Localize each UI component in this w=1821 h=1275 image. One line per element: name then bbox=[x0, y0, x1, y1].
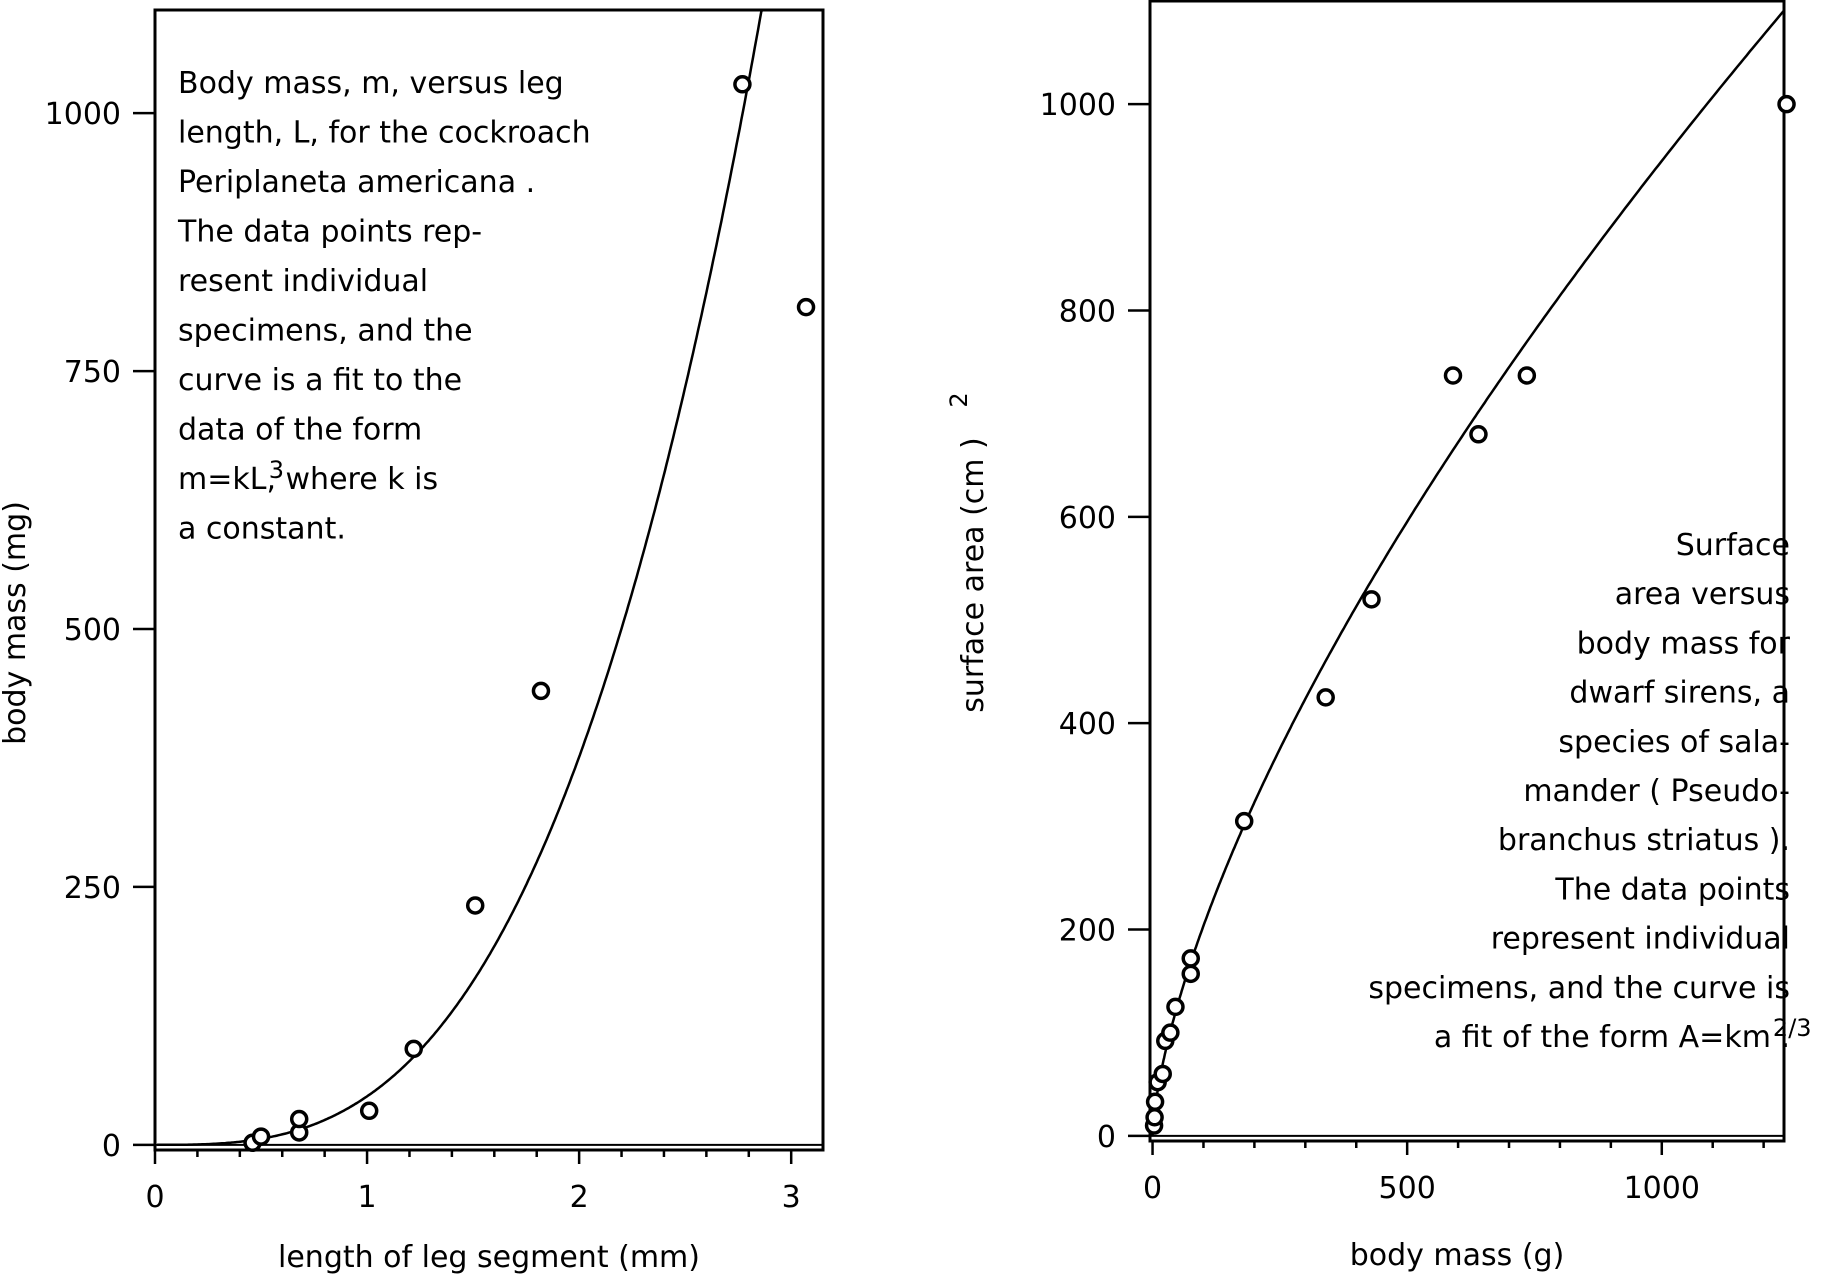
annotation-line: curve is a fit to the bbox=[178, 363, 462, 398]
annotation-line: The data points rep- bbox=[177, 215, 482, 250]
y-tick-label: 1000 bbox=[45, 97, 121, 132]
data-point bbox=[251, 1127, 271, 1146]
x-tick-label: 1 bbox=[358, 1180, 377, 1215]
data-point bbox=[1145, 1108, 1164, 1127]
leg-length-chart: 0 1 2 3 0 250 500 750 1000 length of leg segment… bbox=[0, 8, 825, 1275]
y-axis-label: body mass (mg) bbox=[0, 501, 33, 745]
annotation-line: data of the form bbox=[178, 413, 422, 448]
y-tick-label: 1000 bbox=[1040, 88, 1116, 123]
x-axis-label: body mass (g) bbox=[1350, 1238, 1565, 1273]
axis-ticks: 0 500 1000 0 200 400 600 800 1000 bbox=[1040, 88, 1784, 1206]
y-tick-label: 800 bbox=[1059, 295, 1116, 330]
x-tick-label: 0 bbox=[145, 1180, 164, 1215]
annotation-line: a fit of the form A=km . bbox=[1434, 1020, 1790, 1055]
data-points bbox=[1144, 94, 1796, 1135]
axis-ticks: 0 1 2 3 0 250 500 750 1000 bbox=[45, 97, 823, 1215]
fit-curve-layer bbox=[1151, 9, 1785, 1137]
annotation-line: m=kL, where k is bbox=[178, 462, 438, 497]
data-points bbox=[243, 75, 816, 1153]
annotation-line: mander ( Pseudo- bbox=[1523, 774, 1790, 809]
data-point bbox=[1161, 1023, 1180, 1042]
data-point bbox=[1166, 997, 1185, 1017]
x-tick-label: 500 bbox=[1379, 1171, 1436, 1206]
annotation-text: Surface area versus body mass for dwarf sir… bbox=[1368, 528, 1790, 1055]
data-point bbox=[1181, 949, 1200, 968]
y-tick-label: 600 bbox=[1059, 501, 1116, 536]
data-point bbox=[1517, 366, 1537, 385]
data-point bbox=[1362, 590, 1381, 609]
data-point bbox=[1145, 1092, 1165, 1112]
data-point bbox=[1316, 688, 1335, 707]
data-point bbox=[1777, 94, 1796, 114]
data-point bbox=[359, 1101, 379, 1121]
fit-curve bbox=[1151, 9, 1785, 1137]
y-tick-label: 0 bbox=[1097, 1120, 1116, 1155]
annotation-line: Periplaneta americana . bbox=[178, 165, 535, 200]
x-axis-label: length of leg segment (mm) bbox=[278, 1240, 700, 1275]
annotation-line: specimens, and the bbox=[178, 314, 473, 349]
annotation-line: Body mass, m, versus leg bbox=[178, 66, 564, 101]
annotation-line: branchus striatus ). bbox=[1498, 823, 1790, 858]
data-point bbox=[1234, 811, 1254, 831]
x-tick-label: 2 bbox=[570, 1180, 589, 1215]
x-tick-label: 1000 bbox=[1624, 1171, 1700, 1206]
y-tick-label: 750 bbox=[64, 355, 121, 390]
data-point bbox=[531, 681, 551, 701]
annotation-line: The data points bbox=[1554, 872, 1790, 907]
y-tick-label: 400 bbox=[1059, 707, 1116, 742]
annotation-line: area versus bbox=[1615, 577, 1790, 612]
y-axis-label-superscript: 2 bbox=[945, 392, 973, 407]
annotation-line: Surface bbox=[1676, 528, 1790, 563]
annotation-line: species of sala- bbox=[1558, 725, 1790, 760]
annotation-line: body mass for bbox=[1577, 626, 1791, 661]
data-point bbox=[404, 1039, 423, 1059]
y-tick-label: 250 bbox=[64, 871, 121, 906]
y-axis-label-text: surface area (cm ) bbox=[956, 437, 991, 713]
annotation-line: length, L, for the cockroach bbox=[178, 116, 591, 151]
y-tick-label: 200 bbox=[1059, 914, 1116, 949]
data-point bbox=[465, 896, 485, 915]
plot-frame bbox=[1148, 0, 1786, 1143]
data-point bbox=[796, 297, 816, 317]
data-point bbox=[289, 1109, 309, 1129]
y-tick-label: 500 bbox=[64, 613, 121, 648]
annotation-line: dwarf sirens, a bbox=[1569, 676, 1790, 711]
plot-frame bbox=[153, 8, 825, 1152]
annotation-text: Body mass, m, versus leg length, L, for t… bbox=[177, 66, 591, 547]
data-point bbox=[1469, 425, 1488, 444]
y-tick-label: 0 bbox=[102, 1129, 121, 1164]
data-point bbox=[733, 75, 752, 94]
data-point bbox=[1153, 1064, 1172, 1084]
data-point bbox=[1181, 964, 1200, 984]
x-tick-label: 0 bbox=[1143, 1171, 1162, 1206]
annotation-superscript: 3 bbox=[269, 456, 284, 484]
annotation-line: resent individual bbox=[178, 264, 428, 299]
x-tick-label: 3 bbox=[782, 1180, 801, 1215]
y-axis-label: surface area (cm ) bbox=[956, 437, 991, 713]
data-point bbox=[1443, 366, 1463, 385]
annotation-line: specimens, and the curve is bbox=[1368, 971, 1790, 1006]
annotation-superscript: 2/3 bbox=[1773, 1014, 1812, 1042]
annotation-line: represent individual bbox=[1491, 922, 1790, 957]
annotation-line: a constant. bbox=[178, 512, 346, 547]
